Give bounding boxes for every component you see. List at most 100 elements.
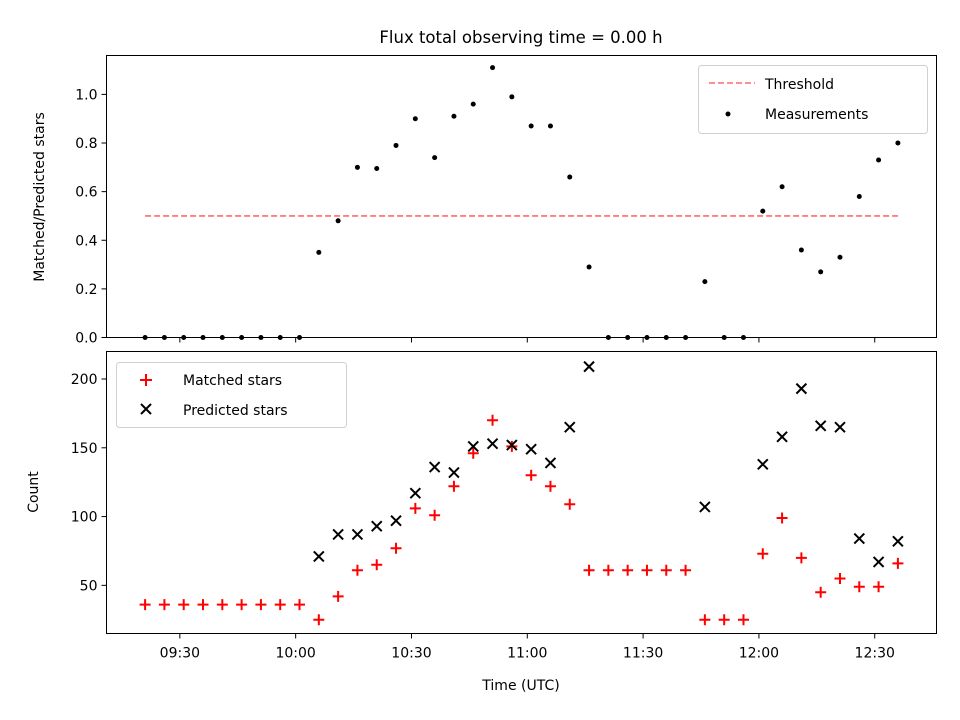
count-plot-frame [106, 351, 937, 634]
matched-star-point [602, 564, 614, 576]
measurement-point [567, 174, 573, 180]
matched-star-point [680, 564, 692, 576]
measurement-point [412, 116, 418, 122]
matched-star-point [834, 572, 846, 584]
measurement-point [876, 157, 882, 163]
predicted-star-point [428, 461, 441, 473]
matched-star-point [641, 564, 653, 576]
ratio-plot: 0.0 0.2 0.4 0.6 0.8 1.0 Matched/Predicted sta… [32, 55, 937, 347]
predicted-star-point [544, 457, 557, 469]
predicted-star-point [757, 458, 769, 471]
predicted-star-point [814, 420, 827, 432]
time-x-tick-label: 12:00 [739, 646, 779, 662]
predicted-star-point [699, 501, 711, 513]
predicted-star-point [834, 421, 846, 433]
count-plot-x-ticks: 09:30 10:00 10:30 11:00 11:30 12:00 12:30 [160, 633, 895, 662]
ratio-plot-marks [142, 65, 901, 340]
matched-star-point [255, 599, 267, 611]
predicted-star-point [506, 439, 518, 451]
measurement-point [586, 264, 592, 270]
measurement-point [316, 249, 322, 255]
predicted-star-point [409, 487, 422, 499]
matched-star-point [757, 548, 769, 560]
predicted-star-point [371, 520, 383, 532]
time-x-tick-label: 10:30 [391, 646, 431, 662]
measurement-point [760, 208, 766, 214]
predicted-star-point [564, 421, 576, 433]
matched-star-point [178, 599, 190, 611]
predicted-star-point [486, 437, 499, 450]
matched-star-point [815, 586, 827, 598]
measurement-point [432, 155, 438, 161]
matched-star-point [873, 581, 885, 593]
ratio-plot-legend: Threshold Measurements [698, 65, 928, 134]
predicted-star-point [448, 466, 460, 479]
matched-star-point [371, 559, 383, 571]
matched-star-point [197, 599, 209, 611]
matched-star-point [853, 581, 865, 593]
measurement-point [335, 218, 341, 224]
measurement-point [837, 254, 843, 260]
predicted-legend-swatch [140, 403, 152, 415]
matched-legend-label: Matched stars [183, 373, 282, 389]
count-y-tick-label: 100 [71, 510, 98, 526]
predicted-star-point [583, 360, 595, 373]
time-x-tick-label: 11:00 [507, 646, 547, 662]
matched-star-point [583, 564, 595, 576]
ratio-plot-y-label: Matched/Predicted stars [32, 112, 48, 282]
predicted-star-point [525, 443, 537, 455]
count-plot-legend: Matched stars Predicted stars [116, 362, 347, 428]
matched-star-point [409, 502, 421, 514]
count-y-tick-label: 150 [71, 441, 98, 457]
matched-star-point [274, 599, 286, 611]
measurement-point [509, 94, 515, 100]
ratio-plot-y-ticks: 0.0 0.2 0.4 0.6 0.8 1.0 [75, 87, 107, 347]
matched-star-point [158, 599, 170, 611]
measurement-point [547, 123, 553, 129]
matched-star-point [294, 599, 306, 611]
matched-star-point [216, 599, 228, 611]
count-plot-y-label: Count [26, 471, 42, 513]
ratio-y-tick-label: 0.2 [75, 282, 97, 298]
measurements-legend-label: Measurements [765, 107, 868, 123]
matched-star-point [139, 599, 151, 611]
matched-star-point [236, 599, 248, 611]
matched-star-point [351, 564, 363, 576]
predicted-star-point [872, 556, 885, 568]
ratio-y-tick-label: 0.0 [75, 331, 97, 347]
measurement-point [702, 279, 708, 285]
ratio-y-tick-label: 0.8 [75, 136, 97, 152]
count-plot-x-label: Time (UTC) [481, 678, 559, 694]
matched-star-point [448, 480, 460, 492]
count-y-tick-label: 50 [80, 578, 98, 594]
measurements-legend-swatch [725, 111, 731, 117]
measurement-point [470, 101, 476, 107]
measurement-point [779, 184, 785, 190]
predicted-star-point [776, 431, 788, 443]
predicted-star-point [853, 532, 865, 545]
ratio-y-tick-label: 1.0 [75, 87, 97, 103]
matched-star-point [544, 480, 556, 492]
matched-star-point [390, 542, 402, 554]
count-plot-marks [139, 360, 904, 626]
threshold-legend-label: Threshold [764, 77, 834, 93]
matched-star-point [467, 447, 479, 459]
predicted-star-point [332, 528, 344, 541]
time-x-tick-label: 09:30 [160, 646, 200, 662]
matched-star-point [737, 614, 749, 626]
matched-star-point [622, 564, 634, 576]
time-x-tick-label: 12:30 [855, 646, 895, 662]
ratio-plot-legend-box [698, 65, 928, 134]
matched-star-point [660, 564, 672, 576]
matched-star-point [313, 614, 325, 626]
predicted-star-point [390, 514, 402, 527]
measurement-point [451, 113, 457, 119]
ratio-y-tick-label: 0.6 [75, 185, 97, 201]
matched-star-point [429, 509, 441, 521]
ratio-y-tick-label: 0.4 [75, 233, 97, 249]
matched-star-point [525, 469, 537, 481]
predicted-star-point [795, 382, 808, 395]
matched-star-point [699, 614, 711, 626]
ratio-plot-x-ticks [179, 337, 876, 343]
